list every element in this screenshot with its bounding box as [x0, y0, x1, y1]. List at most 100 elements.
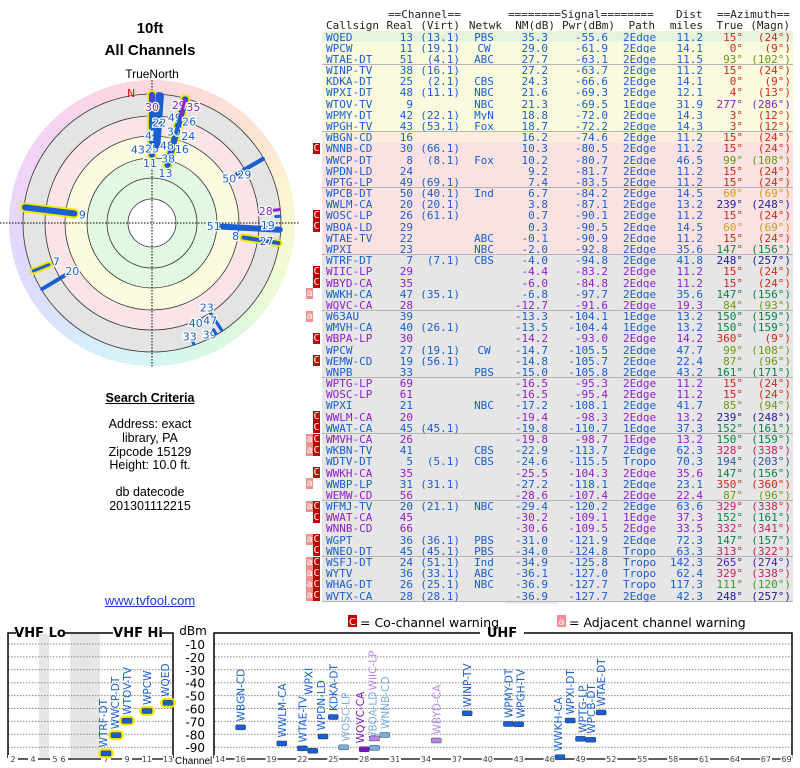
cell-callsign: WPTG-LP [326, 175, 373, 189]
cell-virt: (40.1) [420, 187, 460, 200]
spectrum-station-marker[interactable] [595, 709, 607, 716]
co-channel-warning-flag: C [313, 355, 320, 367]
spectrum-station-marker[interactable] [462, 710, 473, 716]
dbm-tick-label: -90 [185, 741, 205, 755]
cell-virt: (56.1) [420, 354, 460, 368]
cell-virt: (21.1) [420, 500, 460, 514]
cell-magn: (338°) [751, 444, 791, 458]
tick-bg [574, 755, 587, 763]
polar-channel-label: 16 [175, 143, 189, 156]
cell-pwr: -61.9 [574, 41, 608, 55]
tick-bg [8, 755, 18, 763]
spectrum-station-marker[interactable] [100, 750, 112, 757]
tvfool-link[interactable]: www.tvfool.com [104, 593, 196, 608]
spectrum-station-marker[interactable] [513, 721, 524, 727]
dbm-tick-label: -10 [185, 638, 205, 652]
cell-nm: -19.8 [514, 421, 548, 435]
tick-bg [780, 755, 793, 763]
cell-real: 19 [399, 354, 413, 368]
cell-path: 2Edge [623, 175, 657, 189]
spectrum-station-marker[interactable] [565, 717, 576, 724]
spectrum-station-marker[interactable] [338, 744, 349, 751]
cell-dist: 19.3 [676, 298, 704, 312]
cell-true: 239° [716, 410, 744, 424]
vhf-channel-tick: 5 [52, 755, 57, 764]
spectrum-station-marker[interactable] [575, 736, 586, 742]
cell-magn: (9°) [764, 332, 792, 346]
cell-netwk: CBS [474, 444, 494, 458]
cell-magn: (248°) [751, 410, 791, 424]
spectrum-station-marker[interactable] [162, 700, 174, 706]
spectrum-station-label: WWCP-DT [110, 676, 122, 729]
spectrum-station-marker[interactable] [431, 737, 442, 744]
cell-dist: 46.5 [676, 153, 704, 167]
cell-nm: 7.4 [528, 175, 548, 189]
cell-pwr: -105.7 [568, 354, 608, 368]
adjacent-channel-legend-flag: a [558, 617, 564, 628]
spectrum-station-marker[interactable] [369, 735, 380, 742]
polar-channel-label: 35 [186, 101, 200, 114]
spectrum-station-marker[interactable] [554, 754, 566, 760]
cell-path: 1Edge [623, 421, 657, 435]
spectrum-station-marker[interactable] [121, 718, 133, 724]
spectrum-station-marker[interactable] [379, 732, 390, 738]
cell-true: 15° [723, 164, 743, 178]
header-true: True [716, 19, 744, 32]
vhf-channel-tick: 6 [60, 755, 65, 764]
spectrum-station-marker[interactable] [369, 745, 380, 751]
cell-nm: -0.1 [521, 231, 549, 245]
table-row[interactable] [322, 590, 793, 602]
cell-path: 2Edge [623, 220, 657, 234]
cell-dist: 13.2 [676, 433, 704, 446]
cell-dist: 22.4 [676, 488, 704, 502]
cell-dist: 11.2 [676, 377, 704, 391]
co-channel-warning-flag: C [313, 433, 320, 445]
spectrum-station-marker[interactable] [503, 721, 514, 727]
cell-path: 2Edge [623, 231, 657, 245]
cell-callsign: WPXI [326, 399, 353, 413]
adjacent-channel-warning-flag: a [306, 556, 313, 568]
cell-pwr: -115.5 [568, 455, 608, 469]
spectrum-station-marker[interactable] [328, 714, 339, 720]
cell-callsign: KDKA-DT [326, 75, 373, 89]
spectrum-station-marker[interactable] [297, 745, 308, 752]
cell-nm: 27.2 [521, 64, 549, 77]
cell-dist: 14.5 [676, 220, 704, 234]
cell-real: 13 [399, 30, 413, 44]
cell-real: 28 [399, 298, 413, 312]
polar-station-mark [40, 272, 68, 291]
cell-dist: 11.2 [676, 276, 704, 290]
cell-pwr: -90.1 [574, 209, 608, 223]
cell-dist: 37.3 [676, 511, 704, 525]
spectrum-station-marker[interactable] [276, 740, 287, 747]
cell-true: 329° [716, 567, 744, 581]
cell-pwr: -80.7 [574, 153, 608, 167]
header-virt: (Virt) [420, 19, 460, 32]
cell-real: 7 [406, 254, 413, 268]
cell-callsign: WDTV-DT [326, 455, 373, 469]
spectrum-station-marker[interactable] [141, 708, 153, 714]
spectrum-station-marker[interactable] [235, 724, 246, 731]
header-dist: Dist [676, 8, 703, 21]
cell-callsign: WPCB-DT [326, 187, 373, 200]
spectrum-station-marker[interactable] [359, 746, 370, 752]
cell-magn: (274°) [751, 556, 791, 569]
cell-callsign: WMVH-CA [326, 433, 373, 446]
cell-real: 49 [399, 175, 413, 189]
cell-real: 35 [399, 466, 413, 480]
spectrum-station-marker[interactable] [317, 733, 329, 740]
uhf-label: UHF [487, 626, 517, 641]
cell-dist: 11.2 [676, 175, 704, 189]
spectrum-station-label: WOSC-LP [341, 693, 353, 742]
cell-real: 8 [406, 153, 413, 167]
spectrum-station-marker[interactable] [307, 748, 318, 754]
cell-pwr: -80.5 [574, 142, 608, 156]
spectrum-station-marker[interactable] [585, 737, 596, 743]
cell-path: 2Edge [623, 589, 657, 603]
header-path: Path [628, 19, 656, 32]
cell-pwr: -72.0 [574, 108, 608, 122]
spectrum-station-marker[interactable] [110, 732, 122, 738]
north-marker: N [127, 87, 135, 100]
cell-virt: (31.1) [420, 477, 460, 491]
cell-path: 1Edge [623, 511, 657, 525]
